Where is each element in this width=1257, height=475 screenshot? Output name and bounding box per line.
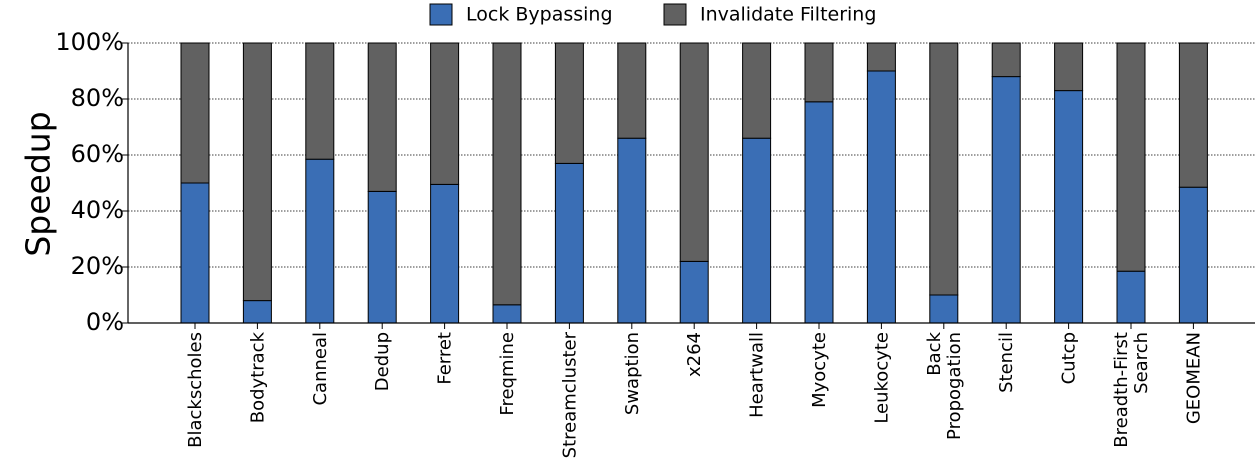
x-tick-label: Cutcp bbox=[1059, 332, 1080, 384]
x-tick-label: Heartwall bbox=[747, 332, 768, 418]
bar-lock-bypassing bbox=[242, 300, 272, 324]
bar-lock-bypassing bbox=[1178, 186, 1208, 324]
bar-lock-bypassing bbox=[617, 137, 647, 324]
bar-invalidate-filtering bbox=[180, 42, 210, 184]
bar-invalidate-filtering bbox=[554, 42, 584, 164]
bar-invalidate-filtering bbox=[367, 42, 397, 192]
bar-lock-bypassing bbox=[1116, 270, 1146, 324]
x-tick-label-line: Heartwall bbox=[747, 332, 768, 418]
bar-lock-bypassing bbox=[430, 183, 460, 324]
x-tick-label: Myocyte bbox=[809, 332, 830, 408]
y-tick-label: 60% bbox=[71, 140, 124, 168]
bar-invalidate-filtering bbox=[929, 42, 959, 296]
bar-lock-bypassing bbox=[866, 70, 896, 324]
x-tick-label-line: Blackscholes bbox=[185, 332, 206, 448]
x-tick-label-line: Propogation bbox=[944, 332, 965, 440]
x-tick-label: Bodytrack bbox=[247, 331, 268, 423]
x-tick-labels: Blackscholes Bodytrack Canneal Dedup Ferret F… bbox=[185, 331, 1204, 458]
legend: Lock Bypassing Invalidate Filtering bbox=[429, 3, 876, 26]
bars bbox=[180, 42, 1208, 324]
x-tick-label-line: Breadth-First bbox=[1111, 332, 1132, 448]
bar-lock-bypassing bbox=[305, 158, 335, 324]
x-tick-label-line: GEOMEAN bbox=[1183, 332, 1204, 424]
bar-lock-bypassing bbox=[804, 101, 834, 324]
bar-lock-bypassing bbox=[554, 162, 584, 324]
y-tick-label: 100% bbox=[55, 28, 124, 56]
x-tick-label-line: Canneal bbox=[310, 332, 331, 406]
x-tick-label-line: Swaption bbox=[622, 332, 643, 415]
bar-lock-bypassing bbox=[742, 137, 772, 324]
axes bbox=[122, 42, 1255, 329]
x-tick-label: Streamcluster bbox=[559, 331, 580, 458]
legend-swatch-invalidate-filtering bbox=[663, 3, 687, 26]
bar-lock-bypassing bbox=[679, 260, 709, 324]
x-tick-label-line: x264 bbox=[684, 332, 705, 377]
bar-lock-bypassing bbox=[180, 182, 210, 324]
bar-invalidate-filtering bbox=[305, 42, 335, 160]
y-tick-label: 80% bbox=[71, 84, 124, 112]
bar-lock-bypassing bbox=[991, 76, 1021, 324]
legend-label-lock-bypassing: Lock Bypassing bbox=[466, 4, 613, 26]
bar-invalidate-filtering bbox=[1116, 42, 1146, 272]
bar-invalidate-filtering bbox=[804, 42, 834, 103]
bar-invalidate-filtering bbox=[617, 42, 647, 139]
bar-invalidate-filtering bbox=[742, 42, 772, 139]
bar-invalidate-filtering bbox=[430, 42, 460, 185]
bar-invalidate-filtering bbox=[1178, 42, 1208, 188]
x-tick-label-line: Search bbox=[1131, 332, 1152, 394]
bar-invalidate-filtering bbox=[679, 42, 709, 262]
x-tick-label-line: Streamcluster bbox=[559, 331, 580, 458]
bar-lock-bypassing bbox=[492, 304, 522, 324]
y-tick-label: 40% bbox=[71, 196, 124, 224]
bar-invalidate-filtering bbox=[991, 42, 1021, 78]
x-tick-label: Blackscholes bbox=[185, 332, 206, 448]
bar-invalidate-filtering bbox=[1054, 42, 1084, 92]
x-tick-label: Canneal bbox=[310, 332, 331, 406]
bar-lock-bypassing bbox=[929, 294, 959, 324]
x-tick-label-line: Bodytrack bbox=[247, 331, 268, 423]
x-tick-label: Stencil bbox=[996, 332, 1017, 393]
x-tick-label-line: Cutcp bbox=[1059, 332, 1080, 384]
bar-invalidate-filtering bbox=[242, 42, 272, 302]
x-tick-label: Leukocyte bbox=[871, 332, 892, 424]
x-tick-label-line: Myocyte bbox=[809, 332, 830, 408]
x-tick-label: Freqmine bbox=[497, 332, 518, 416]
legend-label-invalidate-filtering: Invalidate Filtering bbox=[700, 4, 876, 26]
x-tick-label: BackPropogation bbox=[924, 331, 965, 440]
y-tick-labels: 0% 20% 40% 60% 80% 100% bbox=[55, 28, 124, 336]
x-tick-label-line: Ferret bbox=[435, 332, 456, 385]
x-tick-label: Ferret bbox=[435, 332, 456, 385]
y-axis-label: Speedup bbox=[19, 111, 58, 256]
x-tick-label: GEOMEAN bbox=[1183, 332, 1204, 424]
y-tick-label: 20% bbox=[71, 252, 124, 280]
bar-lock-bypassing bbox=[367, 190, 397, 324]
x-tick-label-line: Freqmine bbox=[497, 332, 518, 416]
bar-invalidate-filtering bbox=[492, 42, 522, 306]
x-tick-label-line: Dedup bbox=[372, 332, 393, 391]
x-tick-label: Dedup bbox=[372, 332, 393, 391]
legend-swatch-lock-bypassing bbox=[429, 3, 453, 26]
bar-lock-bypassing bbox=[1054, 90, 1084, 324]
y-tick-label: 0% bbox=[86, 308, 124, 336]
x-tick-label-line: Leukocyte bbox=[871, 332, 892, 424]
x-tick-label: Breadth-FirstSearch bbox=[1111, 332, 1152, 448]
x-tick-label-line: Back bbox=[924, 331, 945, 375]
bar-invalidate-filtering bbox=[866, 42, 896, 72]
x-tick-label: Swaption bbox=[622, 332, 643, 415]
x-tick-label-line: Stencil bbox=[996, 332, 1017, 393]
x-tick-label: x264 bbox=[684, 332, 705, 377]
